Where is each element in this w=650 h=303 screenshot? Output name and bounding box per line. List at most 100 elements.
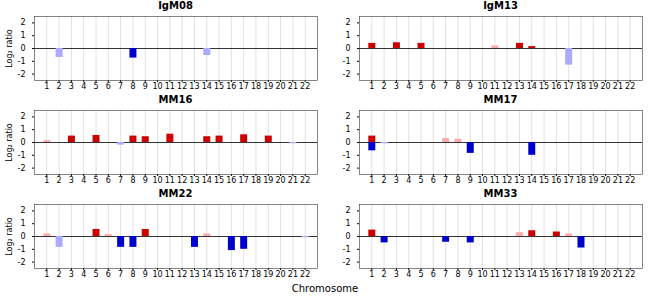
svg-text:22: 22: [625, 176, 635, 185]
svg-text:-2: -2: [343, 258, 351, 267]
svg-text:20: 20: [275, 270, 285, 279]
svg-text:1: 1: [345, 219, 350, 228]
svg-text:16: 16: [226, 82, 236, 91]
svg-text:2: 2: [345, 206, 350, 215]
svg-text:0: 0: [20, 44, 25, 53]
svg-text:21: 21: [288, 82, 298, 91]
svg-text:12: 12: [177, 270, 187, 279]
svg-text:21: 21: [613, 270, 623, 279]
svg-text:11: 11: [165, 176, 175, 185]
svg-text:2: 2: [382, 82, 387, 91]
svg-text:12: 12: [502, 82, 512, 91]
svg-text:-1: -1: [18, 151, 26, 160]
svg-text:18: 18: [251, 270, 261, 279]
svg-text:1: 1: [369, 82, 374, 91]
svg-text:7: 7: [118, 270, 123, 279]
svg-text:-1: -1: [343, 57, 351, 66]
svg-text:11: 11: [165, 82, 175, 91]
svg-text:9: 9: [468, 82, 473, 91]
svg-text:13: 13: [514, 82, 524, 91]
svg-text:8: 8: [130, 82, 135, 91]
svg-text:9: 9: [143, 270, 148, 279]
svg-text:7: 7: [118, 176, 123, 185]
svg-text:18: 18: [251, 176, 261, 185]
svg-text:10: 10: [477, 176, 487, 185]
svg-text:9: 9: [143, 176, 148, 185]
svg-text:14: 14: [527, 176, 537, 185]
svg-text:5: 5: [418, 176, 423, 185]
svg-text:3: 3: [394, 176, 399, 185]
svg-text:12: 12: [502, 270, 512, 279]
svg-text:22: 22: [625, 82, 635, 91]
svg-text:7: 7: [118, 82, 123, 91]
svg-text:22: 22: [300, 82, 310, 91]
svg-text:14: 14: [202, 270, 212, 279]
svg-text:4: 4: [406, 270, 411, 279]
svg-text:22: 22: [625, 270, 635, 279]
svg-text:1: 1: [369, 176, 374, 185]
svg-text:-1: -1: [343, 245, 351, 254]
svg-text:1: 1: [369, 270, 374, 279]
svg-text:17: 17: [239, 82, 249, 91]
svg-text:-2: -2: [343, 70, 351, 79]
svg-text:19: 19: [263, 270, 273, 279]
svg-text:14: 14: [527, 82, 537, 91]
svg-text:Log₂ ratio: Log₂ ratio: [5, 217, 14, 256]
svg-text:18: 18: [251, 82, 261, 91]
svg-text:11: 11: [490, 82, 500, 91]
svg-text:21: 21: [288, 270, 298, 279]
svg-text:18: 18: [576, 176, 586, 185]
svg-text:21: 21: [288, 176, 298, 185]
svg-text:11: 11: [165, 270, 175, 279]
svg-text:2: 2: [382, 270, 387, 279]
svg-text:13: 13: [189, 82, 199, 91]
svg-text:13: 13: [189, 176, 199, 185]
svg-text:2: 2: [20, 18, 25, 27]
svg-text:4: 4: [81, 270, 86, 279]
svg-text:5: 5: [418, 270, 423, 279]
svg-text:10: 10: [477, 82, 487, 91]
svg-text:6: 6: [431, 270, 436, 279]
svg-text:10: 10: [152, 82, 162, 91]
svg-text:1: 1: [345, 125, 350, 134]
svg-text:17: 17: [239, 176, 249, 185]
svg-text:20: 20: [275, 176, 285, 185]
svg-text:18: 18: [576, 270, 586, 279]
svg-text:3: 3: [394, 270, 399, 279]
svg-text:0: 0: [345, 44, 350, 53]
svg-text:2: 2: [20, 112, 25, 121]
svg-text:1: 1: [44, 82, 49, 91]
svg-text:2: 2: [57, 176, 62, 185]
svg-text:13: 13: [189, 270, 199, 279]
svg-text:2: 2: [382, 176, 387, 185]
svg-text:8: 8: [130, 270, 135, 279]
svg-text:14: 14: [202, 176, 212, 185]
svg-text:20: 20: [600, 176, 610, 185]
svg-text:1: 1: [44, 270, 49, 279]
svg-text:16: 16: [551, 176, 561, 185]
svg-text:12: 12: [177, 82, 187, 91]
svg-text:3: 3: [69, 176, 74, 185]
svg-text:6: 6: [106, 176, 111, 185]
svg-text:6: 6: [431, 176, 436, 185]
svg-text:-1: -1: [18, 245, 26, 254]
svg-text:2: 2: [345, 18, 350, 27]
svg-text:-2: -2: [18, 70, 26, 79]
svg-text:7: 7: [443, 82, 448, 91]
svg-text:15: 15: [539, 176, 549, 185]
svg-text:20: 20: [600, 82, 610, 91]
svg-text:16: 16: [551, 270, 561, 279]
svg-text:-1: -1: [18, 57, 26, 66]
svg-text:0: 0: [20, 138, 25, 147]
svg-text:15: 15: [214, 82, 224, 91]
svg-text:21: 21: [613, 82, 623, 91]
svg-text:21: 21: [613, 176, 623, 185]
svg-text:19: 19: [588, 270, 598, 279]
svg-text:Log₂ ratio: Log₂ ratio: [5, 123, 14, 162]
svg-text:12: 12: [502, 176, 512, 185]
svg-text:7: 7: [443, 176, 448, 185]
svg-text:16: 16: [226, 270, 236, 279]
svg-text:19: 19: [588, 176, 598, 185]
svg-text:15: 15: [214, 270, 224, 279]
svg-text:0: 0: [20, 232, 25, 241]
